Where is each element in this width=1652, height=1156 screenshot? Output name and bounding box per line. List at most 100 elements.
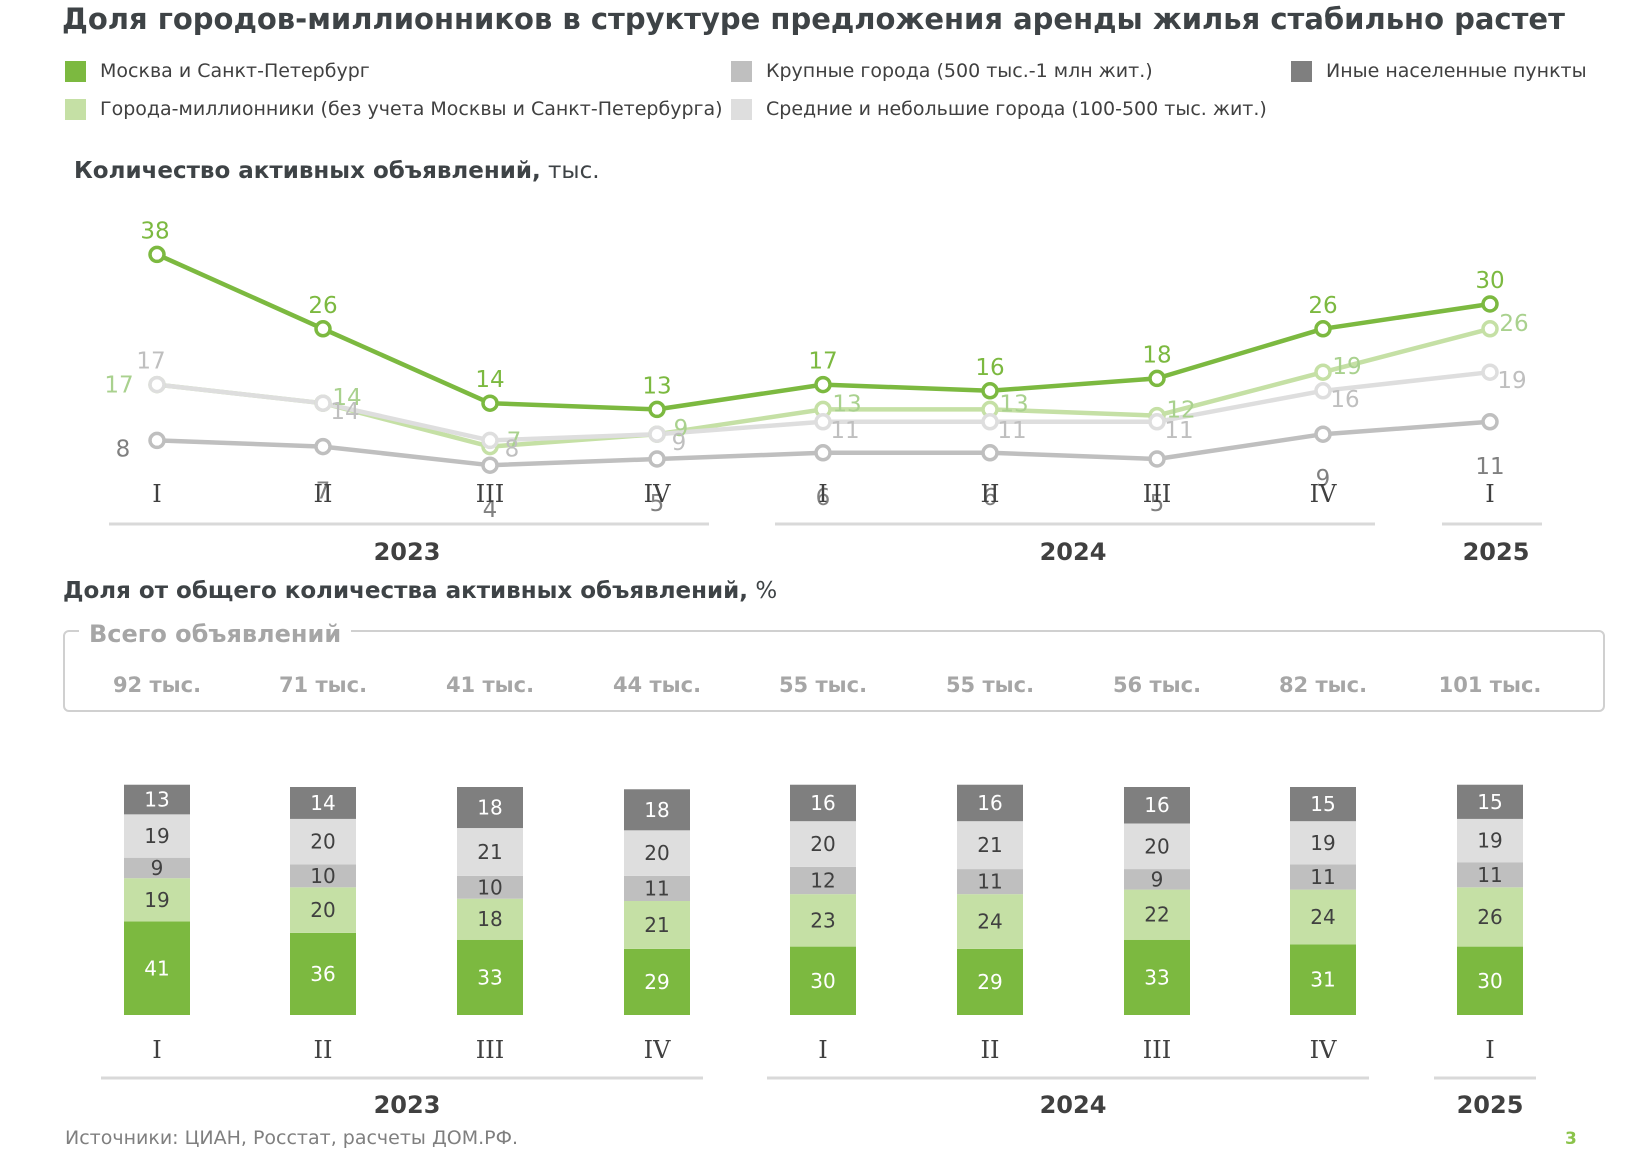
point-medium_small [1148, 413, 1166, 431]
bar-label-other: 15 [1310, 792, 1335, 816]
point-msk_spb [648, 400, 666, 419]
point-large [314, 437, 332, 456]
bar-segment-millionaires [290, 887, 356, 933]
bar-segment-large [457, 875, 523, 899]
year-label: 2025 [1463, 538, 1530, 566]
bar-segment-other [124, 784, 190, 815]
bar-segment-large [1457, 862, 1523, 888]
bar-label-large: 11 [644, 876, 669, 900]
bar-label-medium_small: 20 [810, 832, 835, 856]
data-label-millionaires: 13 [999, 391, 1028, 417]
bar-chart-unit: % [748, 578, 778, 604]
sources-note: Источники: ЦИАН, Росстат, расчеты ДОМ.РФ… [65, 1127, 519, 1149]
bar-label-millionaires: 19 [144, 888, 169, 912]
bar-segment-millionaires [1290, 889, 1356, 945]
total-value: 41 тыс. [445, 673, 535, 697]
data-label-large: 4 [483, 497, 498, 523]
bar-label-large: 9 [151, 856, 164, 880]
data-label-msk_spb: 14 [475, 367, 504, 393]
point-medium_small [314, 394, 332, 412]
bar-segment-medium_small [790, 821, 856, 867]
x-tick-label: II [314, 480, 333, 508]
point-medium_small [1314, 382, 1332, 400]
bar-segment-other [790, 784, 856, 822]
point-large [814, 444, 832, 462]
total-value: 44 тыс. [612, 673, 702, 697]
point-millionaires [1314, 363, 1332, 381]
bar-segment-large [1290, 864, 1356, 890]
data-label-medium_small: 17 [136, 349, 165, 375]
bar-label-msk_spb: 30 [810, 969, 835, 993]
bar-chart-title-text: Доля от общего количества активных объяв… [63, 578, 749, 604]
page-title: Доля городов-миллионников в структуре пр… [62, 2, 1565, 36]
bar-label-millionaires: 26 [1477, 905, 1502, 929]
bar-label-large: 10 [477, 875, 502, 899]
x-tick-label: III [476, 480, 504, 508]
data-label-millionaires: 14 [332, 385, 361, 411]
bar-label-medium_small: 20 [310, 830, 335, 854]
total-value: 56 тыс. [1112, 673, 1202, 697]
x-tick-label: IV [644, 1036, 671, 1064]
bar-label-msk_spb: 31 [1310, 968, 1335, 992]
data-label-medium_small: 11 [830, 418, 859, 444]
bar-segment-msk_spb [957, 948, 1023, 1015]
legend-medium-small: Средние и небольшие города (100-500 тыс.… [731, 98, 1267, 120]
bar-segment-large [1124, 869, 1190, 890]
bar-label-other: 14 [310, 791, 335, 815]
bar-label-millionaires: 24 [977, 910, 1002, 934]
bar-label-medium_small: 19 [1477, 829, 1502, 853]
point-medium_small [814, 413, 832, 431]
point-medium_small [648, 425, 666, 443]
total-value: 71 тыс. [278, 673, 368, 697]
x-tick-label: III [1143, 1036, 1171, 1064]
bar-label-msk_spb: 36 [310, 962, 335, 986]
x-tick-label: I [1485, 1036, 1494, 1064]
point-large [1481, 413, 1499, 431]
bar-segment-other [624, 789, 690, 831]
legend-label: Средние и небольшие города (100-500 тыс.… [766, 98, 1267, 120]
x-tick-label: II [981, 1036, 1000, 1064]
bar-label-large: 11 [1310, 865, 1335, 889]
point-msk_spb [981, 382, 999, 400]
data-label-msk_spb: 13 [642, 373, 671, 399]
data-label-msk_spb: 38 [140, 218, 169, 244]
bar-label-large: 12 [810, 868, 835, 892]
line-chart-title-text: Количество активных объявлений, [74, 158, 541, 184]
bar-segment-millionaires [457, 898, 523, 940]
bar-segment-large [624, 875, 690, 901]
point-large [148, 431, 166, 450]
total-value: 82 тыс. [1278, 673, 1368, 697]
bar-segment-msk_spb [124, 921, 190, 1015]
x-tick-label: III [476, 1036, 504, 1064]
x-tick-label: III [1143, 480, 1171, 508]
bar-label-large: 11 [1477, 863, 1502, 887]
bar-segment-large [290, 864, 356, 888]
legend-label: Крупные города (500 тыс.-1 млн жит.) [766, 60, 1153, 82]
data-label-medium_small: 19 [1497, 368, 1526, 394]
bar-segment-medium_small [124, 814, 190, 858]
legend-swatch [65, 60, 86, 82]
x-tick-label: IV [1310, 480, 1337, 508]
x-tick-label: II [314, 1036, 333, 1064]
x-tick-label: I [818, 480, 827, 508]
data-label-msk_spb: 17 [808, 349, 837, 375]
bar-segment-msk_spb [624, 948, 690, 1015]
year-label: 2023 [374, 538, 441, 566]
year-label: 2025 [1457, 1091, 1524, 1119]
data-label-large: 6 [983, 485, 998, 511]
total-listings-title: Всего объявлений [79, 620, 352, 648]
bar-segment-millionaires [624, 901, 690, 949]
data-label-msk_spb: 16 [975, 355, 1004, 381]
data-label-large: 11 [1475, 454, 1504, 480]
bar-label-large: 10 [310, 864, 335, 888]
data-label-msk_spb: 26 [1308, 293, 1337, 319]
legend-label: Иные населенные пункты [1326, 60, 1587, 82]
bar-segment-other [290, 787, 356, 819]
bar-label-other: 18 [644, 798, 669, 822]
data-label-medium_small: 16 [1330, 387, 1359, 413]
bar-segment-msk_spb [1290, 944, 1356, 1015]
bar-segment-large [124, 857, 190, 879]
line-chart-unit: тыс. [540, 158, 600, 184]
point-medium_small [148, 375, 166, 394]
